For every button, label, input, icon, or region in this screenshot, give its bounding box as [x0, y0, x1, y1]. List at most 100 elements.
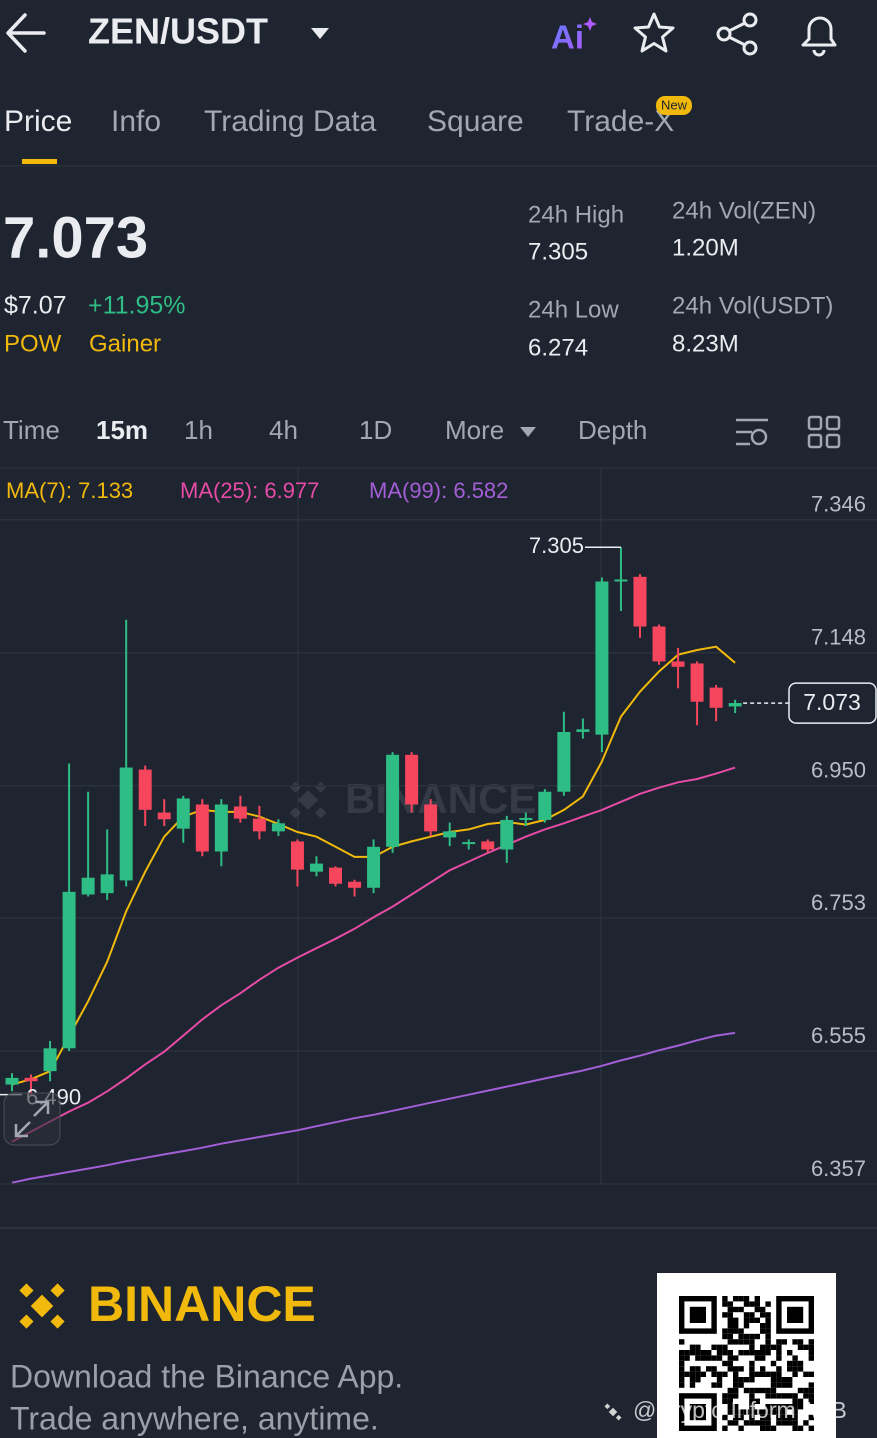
qr-cell: [781, 1420, 787, 1426]
qr-cell: [760, 1323, 766, 1329]
qr-cell: [738, 1377, 744, 1383]
qr-cell: [765, 1425, 771, 1431]
qr-cell: [689, 1382, 696, 1388]
qr-cell: [754, 1350, 760, 1356]
qr-finder: [689, 1404, 706, 1421]
qr-cell: [781, 1404, 787, 1410]
qr-cell: [727, 1312, 733, 1318]
qr-cell: [770, 1409, 777, 1415]
tab[interactable]: Price: [4, 105, 72, 138]
more-dropdown[interactable]: [520, 427, 536, 437]
qr-cell: [738, 1296, 744, 1302]
candle-body: [557, 731, 571, 792]
qr-cell: [738, 1382, 744, 1388]
qr-cell: [787, 1350, 793, 1356]
qr-cell: [722, 1344, 728, 1350]
tag[interactable]: Gainer: [89, 330, 161, 357]
interval-option[interactable]: Time: [3, 415, 60, 445]
alert-button[interactable]: [801, 16, 837, 57]
qr-cell: [760, 1350, 766, 1356]
qr-cell: [743, 1409, 750, 1415]
interval-option[interactable]: Depth: [578, 415, 647, 445]
qr-cell: [689, 1366, 696, 1372]
qr-cell: [787, 1360, 793, 1367]
qr-cell: [689, 1377, 696, 1383]
indicator-settings[interactable]: [736, 418, 768, 446]
high-marker-label: 7.305: [529, 533, 584, 558]
qr-cell: [722, 1360, 728, 1367]
qr-cell: [749, 1350, 755, 1356]
qr-cell: [722, 1312, 728, 1318]
tab[interactable]: Square: [427, 105, 524, 138]
tag[interactable]: POW: [4, 330, 62, 357]
qr-cell: [808, 1344, 814, 1350]
tab[interactable]: Info: [111, 105, 161, 138]
candle-body: [690, 663, 704, 702]
qr-cell: [738, 1409, 744, 1415]
y-tick-label: 7.346: [811, 492, 866, 517]
qr-cell: [743, 1323, 750, 1329]
qr-cell: [765, 1323, 771, 1329]
qr-cell: [787, 1414, 793, 1421]
qr-cell: [743, 1420, 750, 1426]
qr-cell: [722, 1425, 728, 1431]
credit-watermark: @Crypto Inform AAB: [633, 1397, 847, 1423]
qr-cell: [695, 1366, 701, 1372]
ai-button[interactable]: Ai: [551, 19, 584, 56]
qr-cell: [695, 1377, 701, 1383]
qr-cell: [738, 1333, 744, 1340]
qr-cell: [770, 1393, 777, 1399]
qr-cell: [749, 1360, 755, 1367]
favorite-button[interactable]: [633, 12, 675, 53]
qr-cell: [754, 1317, 760, 1323]
candle-body: [671, 661, 685, 667]
pair-title[interactable]: ZEN/USDT: [88, 11, 268, 52]
qr-cell: [808, 1398, 814, 1404]
pair-dropdown[interactable]: [311, 28, 329, 39]
qr-cell: [743, 1339, 750, 1345]
new-badge: [656, 96, 692, 115]
qr-cell: [727, 1393, 733, 1399]
legend-entry: MA(99): 6.582: [369, 478, 508, 503]
tab[interactable]: Trading Data: [204, 105, 377, 138]
qr-cell: [792, 1409, 798, 1415]
qr-cell: [803, 1420, 809, 1426]
watermark-text: BINANCE: [345, 775, 536, 822]
qr-cell: [749, 1366, 755, 1372]
qr-cell: [776, 1350, 782, 1356]
qr-cell: [776, 1355, 782, 1361]
qr-cell: [776, 1377, 782, 1383]
candle-body: [290, 841, 304, 870]
back-button[interactable]: [6, 13, 46, 53]
interval-option[interactable]: 1h: [184, 415, 213, 445]
candle-body: [157, 812, 171, 820]
qr-cell: [749, 1317, 755, 1323]
qr-finder: [689, 1306, 706, 1323]
qr-cell: [749, 1371, 755, 1377]
interval-option[interactable]: 4h: [269, 415, 298, 445]
interval-option[interactable]: 1D: [359, 415, 392, 445]
interval-option[interactable]: More: [445, 415, 504, 445]
share-button[interactable]: [716, 12, 758, 56]
qr-cell: [679, 1371, 685, 1377]
layout-toggle[interactable]: [807, 415, 841, 449]
qr-cell: [797, 1344, 804, 1350]
qr-cell: [743, 1317, 750, 1323]
candle-body: [424, 804, 438, 832]
qr-cell: [808, 1355, 814, 1361]
interval-option[interactable]: 15m: [96, 415, 148, 445]
fullscreen-button[interactable]: [3, 1092, 61, 1146]
stat-label: 24h Low: [528, 296, 619, 323]
tab[interactable]: Trade-X: [567, 105, 674, 138]
qr-cell: [733, 1328, 739, 1334]
qr-cell: [738, 1414, 744, 1421]
qr-cell: [754, 1409, 760, 1415]
qr-cell: [711, 1382, 717, 1388]
qr-cell: [776, 1409, 782, 1415]
qr-cell: [797, 1339, 804, 1345]
qr-cell: [787, 1393, 793, 1399]
candle-body: [633, 576, 647, 627]
qr-cell: [765, 1393, 771, 1399]
qr-cell: [711, 1366, 717, 1372]
